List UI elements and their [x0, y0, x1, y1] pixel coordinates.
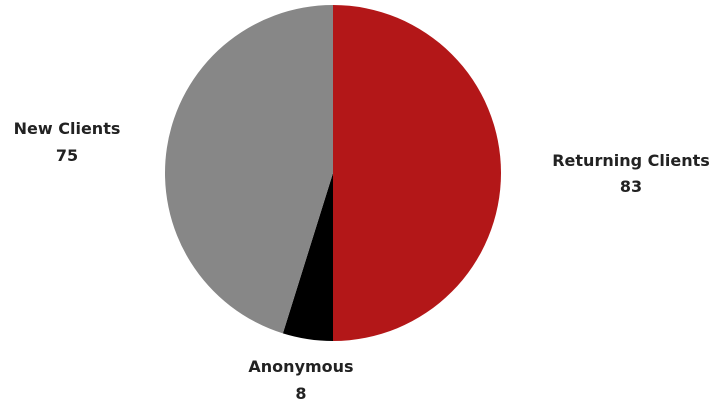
slice-value-anonymous: 8	[295, 384, 306, 403]
pie-slices	[165, 5, 501, 341]
pie-slice-anonymous	[282, 173, 333, 341]
slice-label-new-clients: New Clients	[14, 119, 121, 138]
pie-labels: Returning Clients 83 Anonymous 8 New Clients…	[14, 119, 710, 403]
slice-label-returning-clients: Returning Clients	[552, 151, 710, 170]
slice-value-new-clients: 75	[56, 146, 78, 165]
pie-slice-returning-clients	[333, 5, 501, 341]
pie-slice-new-clients	[165, 5, 333, 334]
slice-value-returning-clients: 83	[620, 177, 642, 196]
slice-label-anonymous: Anonymous	[248, 357, 353, 376]
